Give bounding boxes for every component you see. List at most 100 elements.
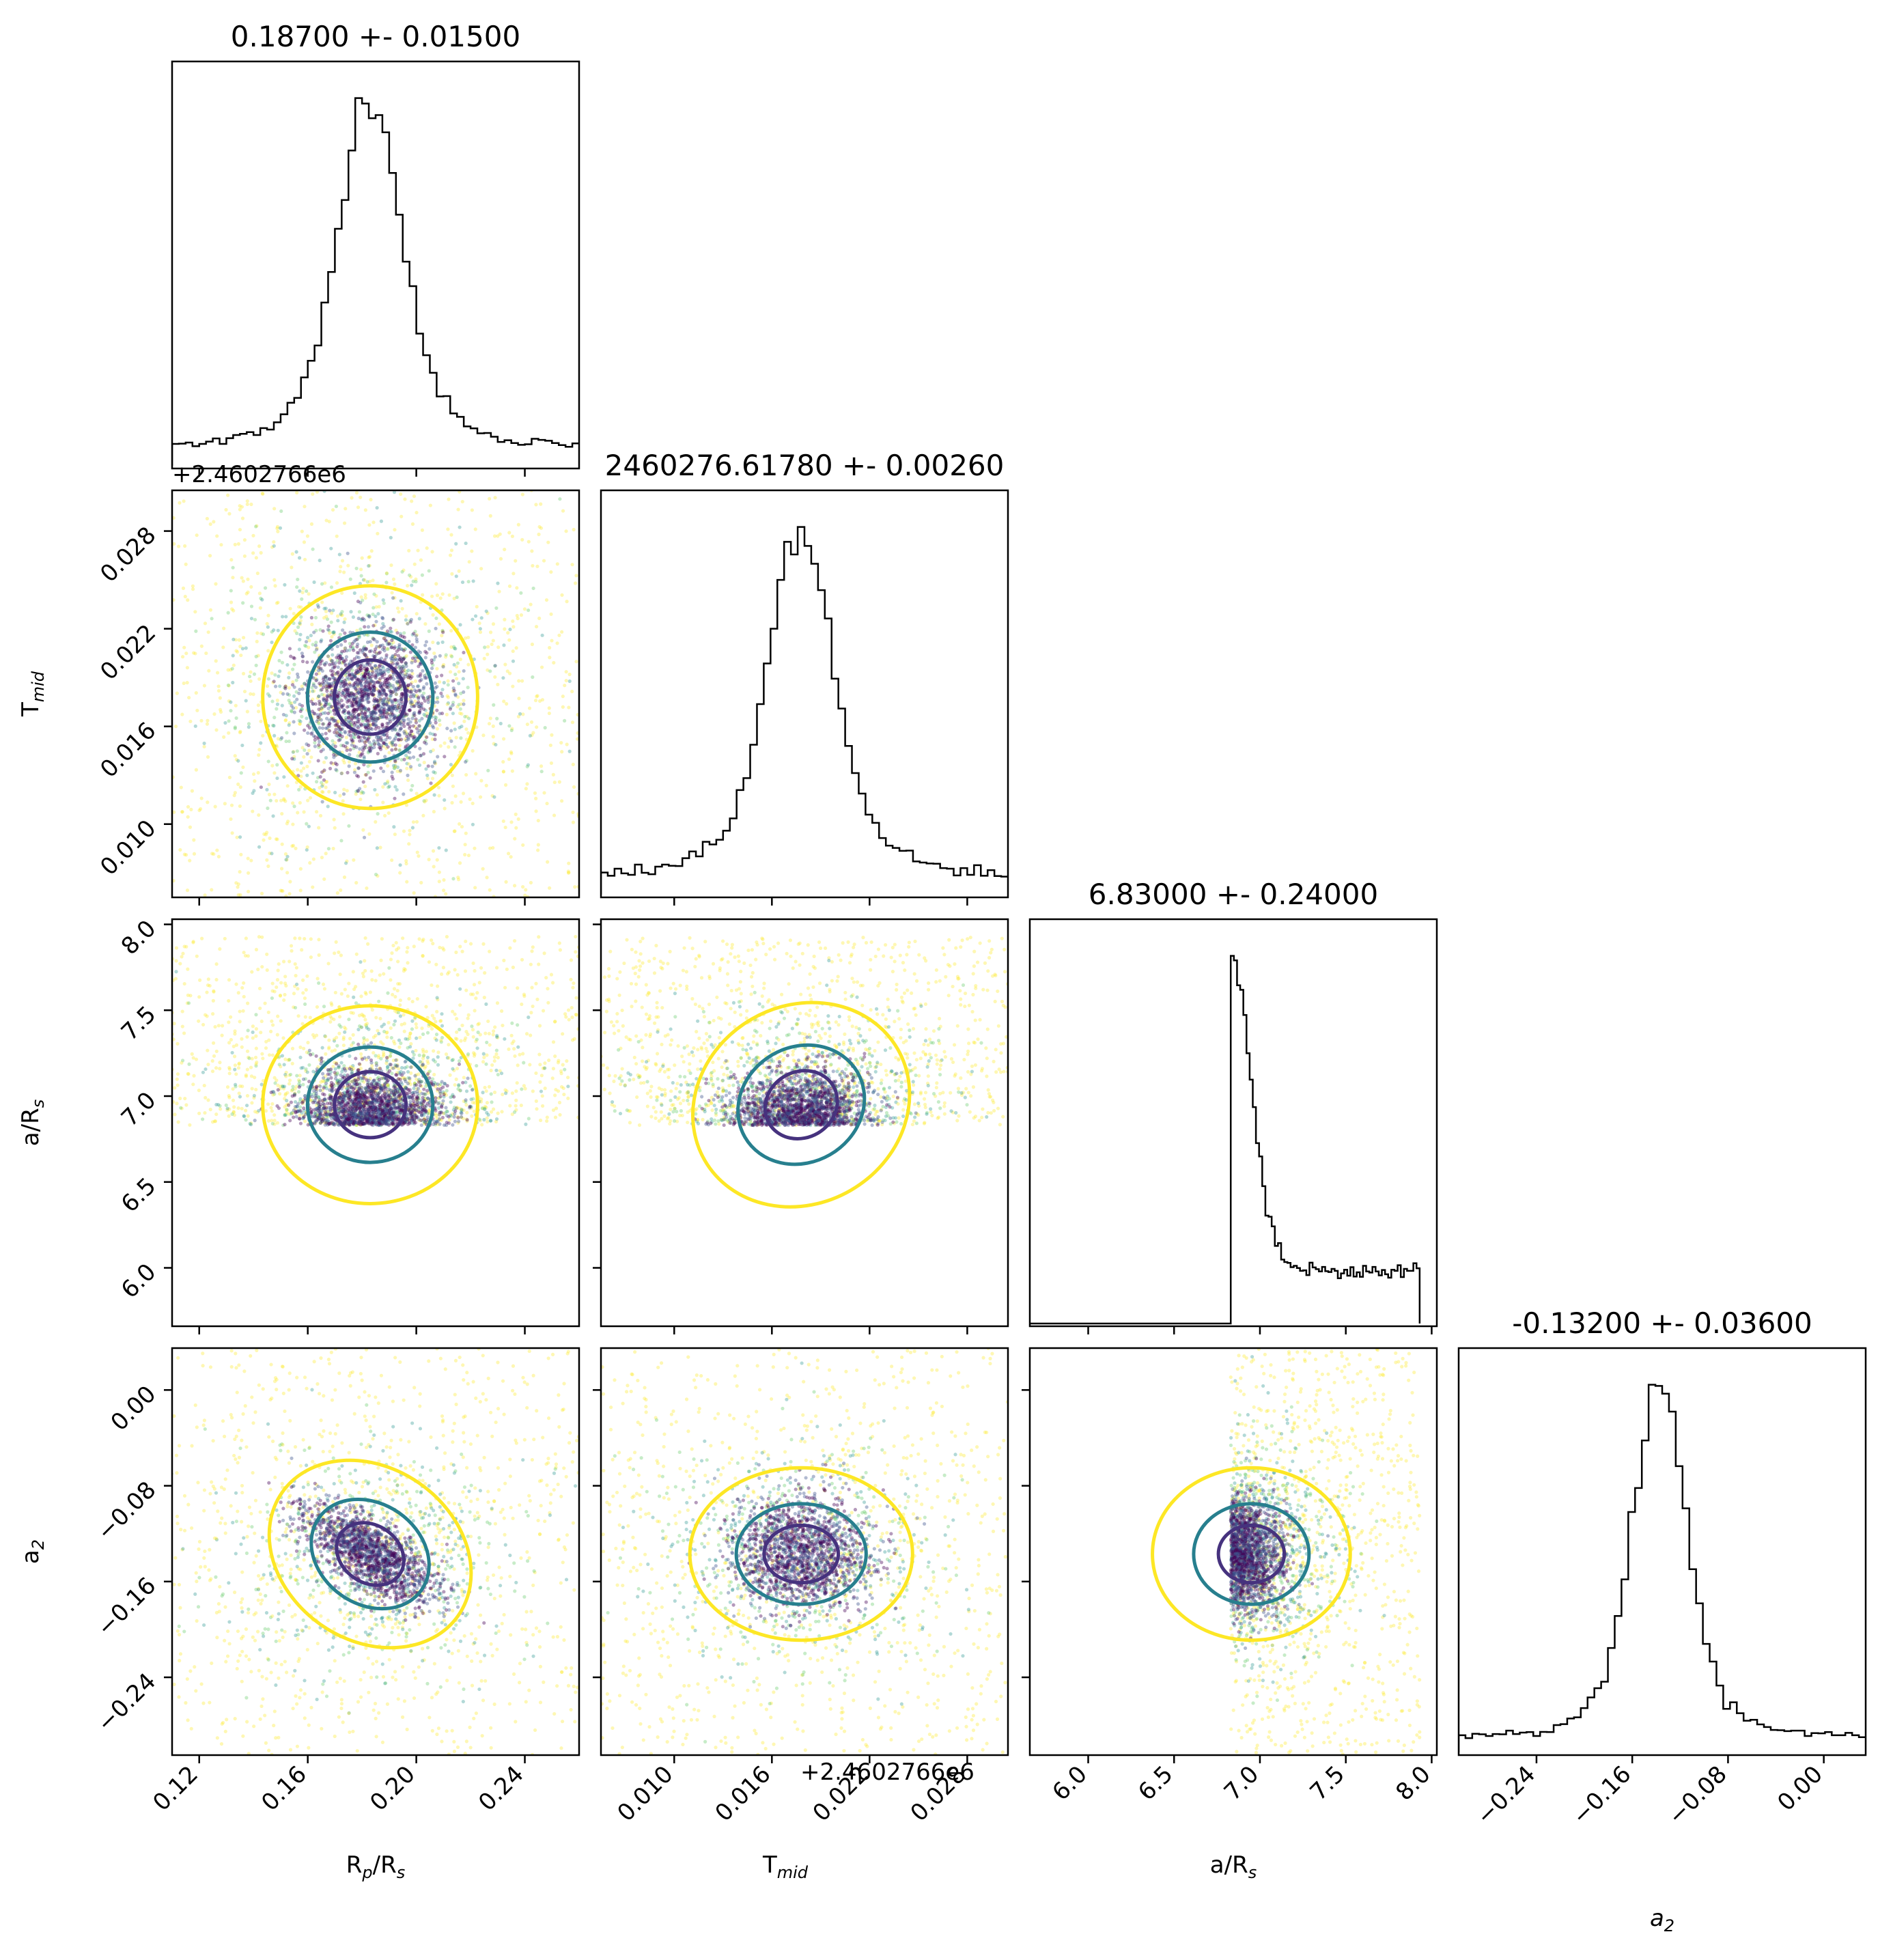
sample-point	[269, 799, 272, 802]
sample-point	[430, 595, 434, 598]
sample-point	[285, 855, 289, 858]
sample-point	[331, 1049, 334, 1052]
sample-point	[458, 861, 462, 865]
sample-point	[345, 736, 348, 739]
sample-point	[419, 558, 423, 561]
sample-point	[299, 619, 303, 622]
sample-point	[352, 988, 356, 991]
sample-point	[536, 848, 539, 852]
sample-point	[276, 699, 279, 702]
sample-point	[426, 695, 430, 699]
sample-point	[453, 1012, 457, 1016]
sample-point	[317, 605, 320, 608]
sample-point	[376, 752, 380, 755]
sample-point	[463, 1039, 466, 1042]
sample-point	[194, 630, 197, 633]
sample-point	[367, 625, 370, 628]
sample-point	[270, 641, 273, 644]
sample-point	[398, 748, 402, 752]
sample-point	[376, 812, 380, 815]
sample-point	[509, 820, 513, 824]
sample-point	[249, 585, 253, 589]
sample-point	[393, 785, 397, 788]
sample-point	[427, 647, 431, 651]
sample-point	[393, 583, 396, 586]
sample-point	[363, 671, 367, 675]
sample-point	[346, 771, 349, 774]
sample-point	[346, 686, 350, 690]
sample-point	[496, 582, 499, 585]
sample-point	[393, 765, 397, 768]
sample-point	[490, 643, 494, 646]
sample-point	[266, 865, 270, 868]
sample-point	[344, 861, 348, 865]
sample-point	[337, 951, 340, 954]
sample-point	[211, 1059, 214, 1063]
sample-point	[414, 680, 417, 683]
sample-point	[510, 1022, 514, 1025]
sample-point	[348, 760, 351, 764]
sample-point	[320, 582, 324, 585]
sample-point	[301, 1066, 305, 1069]
sample-point	[256, 572, 260, 575]
sample-point	[412, 944, 416, 948]
sample-point	[412, 693, 416, 697]
sample-point	[313, 744, 317, 748]
sample-point	[250, 617, 253, 620]
sample-point	[426, 1031, 430, 1035]
sample-point	[181, 1009, 184, 1013]
sample-point	[417, 1072, 420, 1076]
sample-point	[191, 587, 195, 591]
sample-point	[409, 699, 412, 703]
sample-point	[232, 664, 236, 667]
sample-point	[374, 727, 378, 731]
sample-point	[567, 869, 570, 873]
sample-point	[574, 950, 577, 953]
sample-point	[554, 1088, 557, 1091]
sample-point	[276, 1121, 279, 1125]
sample-point	[237, 991, 240, 994]
sample-point	[511, 649, 515, 653]
sample-point	[257, 813, 260, 817]
sample-point	[322, 779, 326, 782]
sample-point	[410, 499, 413, 503]
sample-point	[183, 1097, 186, 1100]
sample-point	[436, 1055, 440, 1059]
sample-point	[483, 1086, 486, 1089]
sample-point	[188, 859, 191, 863]
sample-point	[318, 953, 321, 957]
sample-point	[412, 891, 416, 895]
sample-point	[266, 1102, 270, 1106]
sample-point	[402, 721, 406, 725]
sample-point	[408, 756, 412, 759]
sample-point	[453, 968, 457, 971]
sample-point	[549, 744, 552, 747]
sample-point	[324, 756, 328, 759]
sample-point	[371, 624, 375, 628]
sample-point	[434, 1020, 437, 1023]
sample-point	[438, 718, 441, 722]
sample-point	[421, 669, 424, 673]
sample-point	[232, 1099, 235, 1102]
sample-point	[367, 708, 370, 712]
sample-point	[356, 651, 359, 654]
sample-point	[358, 1024, 361, 1028]
sample-point	[179, 1106, 182, 1110]
sample-point	[454, 542, 458, 546]
sample-point	[275, 837, 279, 841]
sample-point	[451, 774, 454, 777]
sample-point	[305, 765, 309, 768]
sample-point	[522, 1061, 525, 1065]
sample-point	[205, 990, 208, 994]
sample-point	[565, 679, 568, 682]
sample-point	[386, 668, 389, 671]
sample-point	[240, 576, 244, 579]
sample-point	[439, 596, 443, 600]
sample-point	[291, 668, 294, 671]
sample-point	[505, 702, 508, 705]
sample-point	[392, 578, 395, 581]
sample-point	[437, 786, 440, 789]
sample-point	[469, 992, 473, 996]
sample-point	[442, 1093, 445, 1096]
sample-point	[515, 646, 518, 649]
